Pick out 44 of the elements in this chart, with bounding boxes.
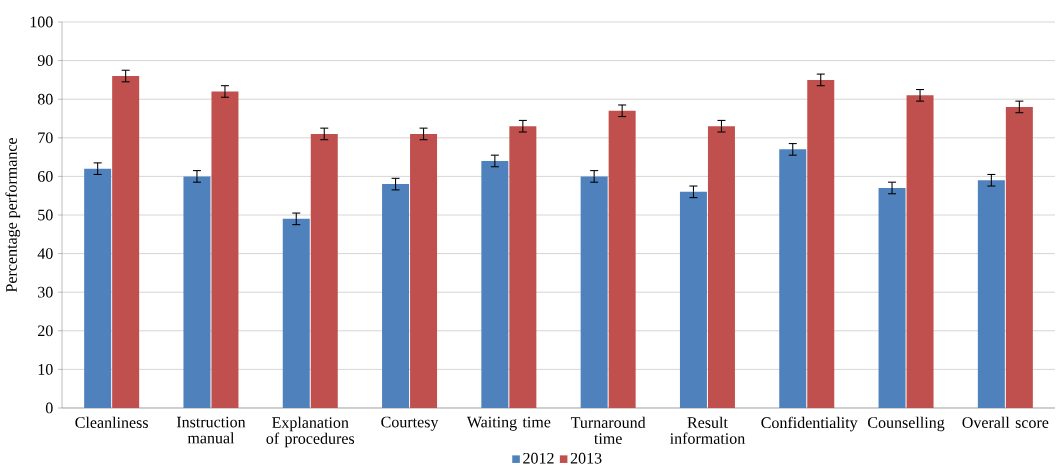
bar <box>509 126 537 408</box>
bar <box>977 180 1005 408</box>
y-tick-label: 30 <box>38 286 53 298</box>
bar <box>382 184 410 408</box>
bar <box>183 176 211 408</box>
bar <box>282 218 310 408</box>
x-tick-label: Cleanliness <box>75 416 148 428</box>
bar <box>410 133 438 408</box>
bar <box>310 133 338 408</box>
x-tick-label: Courtesy <box>381 416 439 431</box>
legend-label: 2013 <box>570 452 602 464</box>
legend-label: 2012 <box>523 452 554 464</box>
bar <box>580 176 608 408</box>
bar <box>608 110 636 408</box>
x-tick-label: Explanation of procedures <box>266 416 355 448</box>
x-tick-label: Confidentiality <box>761 416 858 432</box>
y-tick-label: 40 <box>37 248 53 259</box>
x-tick-label: Overall score <box>962 416 1049 428</box>
y-tick-label: 70 <box>38 132 53 144</box>
y-tick-label: 90 <box>37 55 53 66</box>
y-tick-label: 20 <box>38 325 53 337</box>
y-tick-label: 0 <box>45 402 53 414</box>
bar <box>679 191 707 408</box>
bar <box>779 149 807 408</box>
bar <box>112 76 140 408</box>
x-tick-label: Waiting time <box>466 416 551 431</box>
bar <box>84 168 112 408</box>
bar <box>481 160 509 408</box>
bar <box>807 79 835 408</box>
bar <box>707 126 735 408</box>
x-tick-label: Result information <box>670 416 745 444</box>
bar <box>1005 106 1033 408</box>
y-axis-title: Percentage performance <box>5 138 21 293</box>
y-tick-label: 50 <box>38 209 53 221</box>
x-tick-label: Instruction manual <box>176 416 246 444</box>
y-tick-label: 10 <box>38 363 53 375</box>
y-tick-label: 60 <box>37 170 53 182</box>
bar <box>906 95 934 408</box>
bar <box>211 91 239 408</box>
y-tick-label: 100 <box>30 16 53 28</box>
x-tick-label: Counselling <box>868 416 945 432</box>
x-tick-label: Turnaround time <box>570 416 646 444</box>
bar <box>878 187 906 408</box>
y-tick-label: 80 <box>37 93 53 105</box>
